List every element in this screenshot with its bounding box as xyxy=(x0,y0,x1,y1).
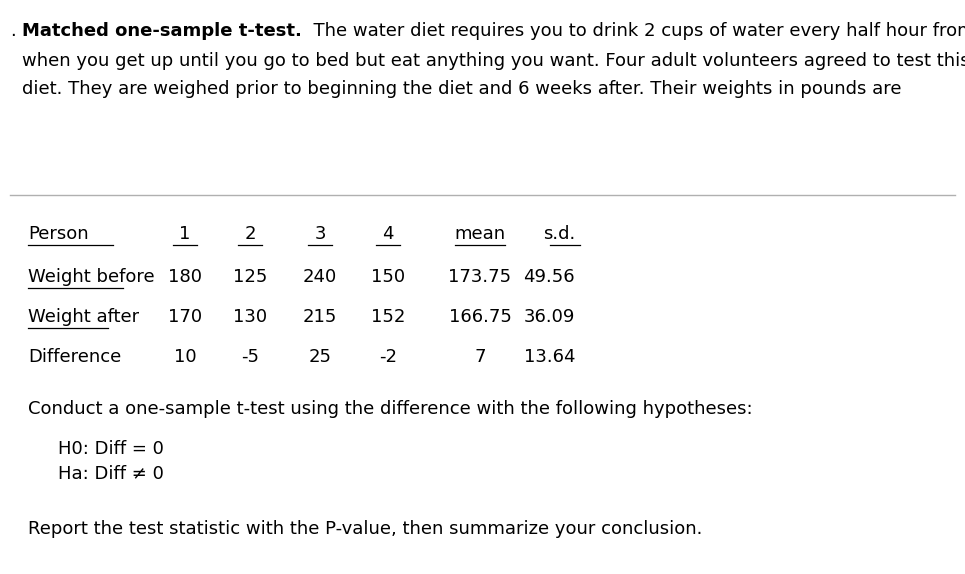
Text: 2: 2 xyxy=(244,225,256,243)
Text: 150: 150 xyxy=(371,268,405,286)
Text: H0: Diff = 0: H0: Diff = 0 xyxy=(58,440,164,458)
Text: 215: 215 xyxy=(303,308,337,326)
Text: 125: 125 xyxy=(233,268,267,286)
Text: 166.75: 166.75 xyxy=(449,308,511,326)
Text: 130: 130 xyxy=(233,308,267,326)
Text: The water diet requires you to drink 2 cups of water every half hour from: The water diet requires you to drink 2 c… xyxy=(302,22,965,40)
Text: 173.75: 173.75 xyxy=(449,268,511,286)
Text: .: . xyxy=(10,22,15,40)
Text: -2: -2 xyxy=(379,348,397,366)
Text: Matched one-sample t-test.: Matched one-sample t-test. xyxy=(22,22,302,40)
Text: 49.56: 49.56 xyxy=(523,268,575,286)
Text: s.d.: s.d. xyxy=(542,225,575,243)
Text: 25: 25 xyxy=(309,348,332,366)
Text: mean: mean xyxy=(455,225,506,243)
Text: 1: 1 xyxy=(179,225,191,243)
Text: 36.09: 36.09 xyxy=(524,308,575,326)
Text: when you get up until you go to bed but eat anything you want. Four adult volunt: when you get up until you go to bed but … xyxy=(22,52,965,70)
Text: -5: -5 xyxy=(241,348,259,366)
Text: 13.64: 13.64 xyxy=(523,348,575,366)
Text: Weight after: Weight after xyxy=(28,308,139,326)
Text: 4: 4 xyxy=(382,225,394,243)
Text: Person: Person xyxy=(28,225,89,243)
Text: 180: 180 xyxy=(168,268,202,286)
Text: Ha: Diff ≠ 0: Ha: Diff ≠ 0 xyxy=(58,465,164,483)
Text: 10: 10 xyxy=(174,348,196,366)
Text: 152: 152 xyxy=(371,308,405,326)
Text: diet. They are weighed prior to beginning the diet and 6 weeks after. Their weig: diet. They are weighed prior to beginnin… xyxy=(22,80,901,98)
Text: 170: 170 xyxy=(168,308,202,326)
Text: 3: 3 xyxy=(315,225,326,243)
Text: 240: 240 xyxy=(303,268,337,286)
Text: Conduct a one-sample t-test using the difference with the following hypotheses:: Conduct a one-sample t-test using the di… xyxy=(28,400,753,418)
Text: Report the test statistic with the P-value, then summarize your conclusion.: Report the test statistic with the P-val… xyxy=(28,520,703,538)
Text: Weight before: Weight before xyxy=(28,268,154,286)
Text: 7: 7 xyxy=(474,348,485,366)
Text: Difference: Difference xyxy=(28,348,122,366)
